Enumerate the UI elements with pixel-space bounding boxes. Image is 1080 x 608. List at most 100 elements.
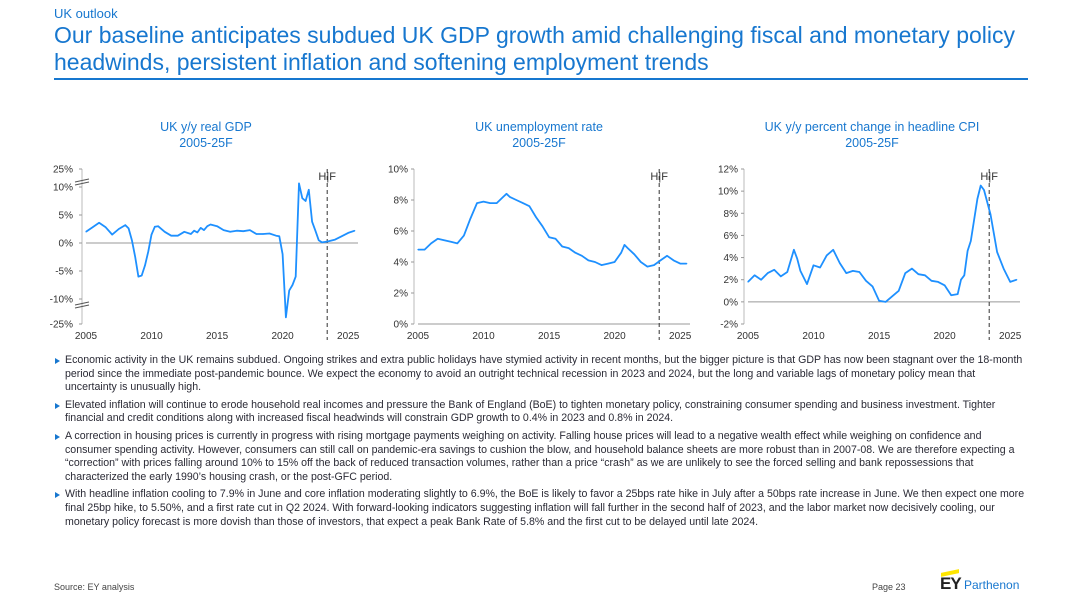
cpi-data-point: [871, 285, 874, 287]
gdp-data-point: [223, 229, 225, 231]
gdp-data-point: [134, 256, 136, 258]
unemp-data-point: [646, 266, 649, 268]
bullet-monetary-policy: With headline inflation cooling to 7.9% …: [54, 488, 1029, 529]
cpi-data-point: [967, 250, 969, 252]
cpi-data-point: [865, 280, 867, 282]
gdp-y-tick-label: 25%: [53, 165, 73, 176]
gdp-axis-break-mark: [74, 181, 90, 186]
gdp-data-point: [190, 233, 192, 235]
commentary-bullets: Economic activity in the UK remains subd…: [54, 354, 1029, 533]
source-note: Source: EY analysis: [54, 582, 135, 592]
section-label: UK outlook: [54, 6, 118, 21]
cpi-data-point: [957, 293, 959, 295]
unemp-data-point: [594, 261, 596, 263]
cpi-data-point: [832, 249, 834, 251]
gdp-data-point: [92, 226, 94, 228]
unemp-x-tick-label: 2025: [669, 331, 692, 342]
unemp-data-point: [509, 196, 511, 198]
gdp-y-tick-label: -10%: [50, 295, 73, 306]
gdp-data-point: [177, 235, 179, 237]
gdp-data-point: [298, 182, 300, 184]
unemp-y-tick-label: 0%: [394, 320, 409, 331]
gdp-data-point: [334, 239, 336, 241]
cpi-y-tick-label: 6%: [724, 231, 739, 242]
page-title: Our baseline anticipates subdued UK GDP …: [54, 22, 1015, 75]
unemp-data-point: [430, 242, 432, 244]
cpi-data-point: [911, 268, 913, 270]
gdp-data-point: [137, 276, 139, 278]
gdp-data-point: [249, 229, 251, 231]
gdp-data-point: [229, 231, 231, 233]
gdp-data-point: [203, 229, 205, 231]
gdp-data-point: [314, 230, 316, 232]
unemp-data-point: [522, 202, 524, 204]
gdp-data-point: [341, 235, 343, 237]
cpi-data-point: [878, 300, 880, 302]
cpi-forecast-label: H|F: [980, 171, 998, 183]
cpi-data-point: [983, 189, 985, 191]
gdp-data-point: [131, 239, 133, 241]
logo-ey: EY: [940, 574, 962, 593]
unemp-data-point: [437, 238, 439, 240]
gdp-data-point: [308, 189, 310, 191]
gdp-data-point: [288, 290, 290, 292]
unemp-data-point: [623, 244, 626, 246]
unemp-data-point: [535, 216, 537, 218]
unemp-data-point: [541, 225, 544, 227]
unemp-data-point: [600, 264, 603, 266]
unemp-data-point: [443, 239, 445, 241]
cpi-series-line: [747, 184, 1017, 303]
cpi-data-point: [924, 274, 926, 276]
cpi-x-tick-label: 2005: [737, 331, 760, 342]
unemp-data-point: [561, 245, 563, 248]
cpi-y-tick-label: 8%: [724, 209, 739, 220]
gdp-x-tick-label: 2010: [140, 331, 163, 342]
unemp-data-point: [679, 263, 681, 265]
unemp-data-point: [482, 201, 485, 203]
gdp-x-tick-label: 2020: [272, 331, 295, 342]
cpi-data-point: [976, 198, 979, 200]
cpi-data-point: [773, 269, 775, 271]
unemployment-chart: 10% 8% 6% 4% 2% 0%2005 2010 2015 2020 2025 H|F: [388, 165, 692, 343]
gdp-data-point: [144, 264, 146, 266]
unemp-data-point: [568, 247, 570, 249]
gdp-data-point: [193, 230, 195, 232]
cpi-data-point: [786, 271, 788, 273]
cpi-data-point: [852, 270, 854, 272]
unemp-y-tick-label: 4%: [394, 258, 409, 269]
unemployment-chart-subtitle: 2005-25F: [512, 136, 566, 150]
unemp-x-tick-label: 2005: [407, 331, 430, 342]
gdp-x-tick-label: 2005: [75, 331, 98, 342]
unemp-data-point: [515, 199, 517, 201]
cpi-data-point: [944, 284, 946, 286]
logo-parthenon: Parthenon: [964, 578, 1020, 592]
gdp-data-point: [278, 235, 280, 237]
unemp-data-point: [614, 261, 616, 263]
gdp-data-point: [305, 200, 307, 202]
gdp-data-point: [105, 226, 107, 228]
gdp-data-point: [206, 225, 208, 227]
cpi-data-point: [858, 271, 861, 273]
unemp-y-tick-label: 10%: [388, 165, 408, 176]
cpi-data-point: [996, 251, 998, 253]
unemp-series-line: [418, 192, 687, 268]
cpi-x-tick-label: 2015: [868, 331, 891, 342]
gdp-data-point: [200, 227, 202, 229]
gdp-chart-title-text: UK y/y real GDP: [160, 120, 252, 134]
cpi-data-point: [960, 279, 962, 281]
unemp-data-point: [450, 241, 452, 243]
unemp-x-tick-label: 2020: [604, 331, 627, 342]
cpi-data-point: [767, 272, 769, 274]
gdp-data-point: [285, 316, 287, 318]
cpi-data-point: [806, 283, 808, 285]
gdp-data-point: [268, 232, 271, 235]
gdp-data-point: [124, 224, 126, 226]
cpi-data-point: [904, 272, 906, 274]
cpi-data-point: [930, 280, 933, 282]
gdp-x-tick-label: 2025: [337, 331, 360, 342]
gdp-data-point: [170, 235, 172, 237]
unemp-data-point: [489, 202, 491, 204]
gdp-y-tick-label: 5%: [59, 211, 74, 222]
unemp-y-tick-label: 2%: [394, 289, 409, 300]
gdp-data-point: [324, 241, 326, 243]
